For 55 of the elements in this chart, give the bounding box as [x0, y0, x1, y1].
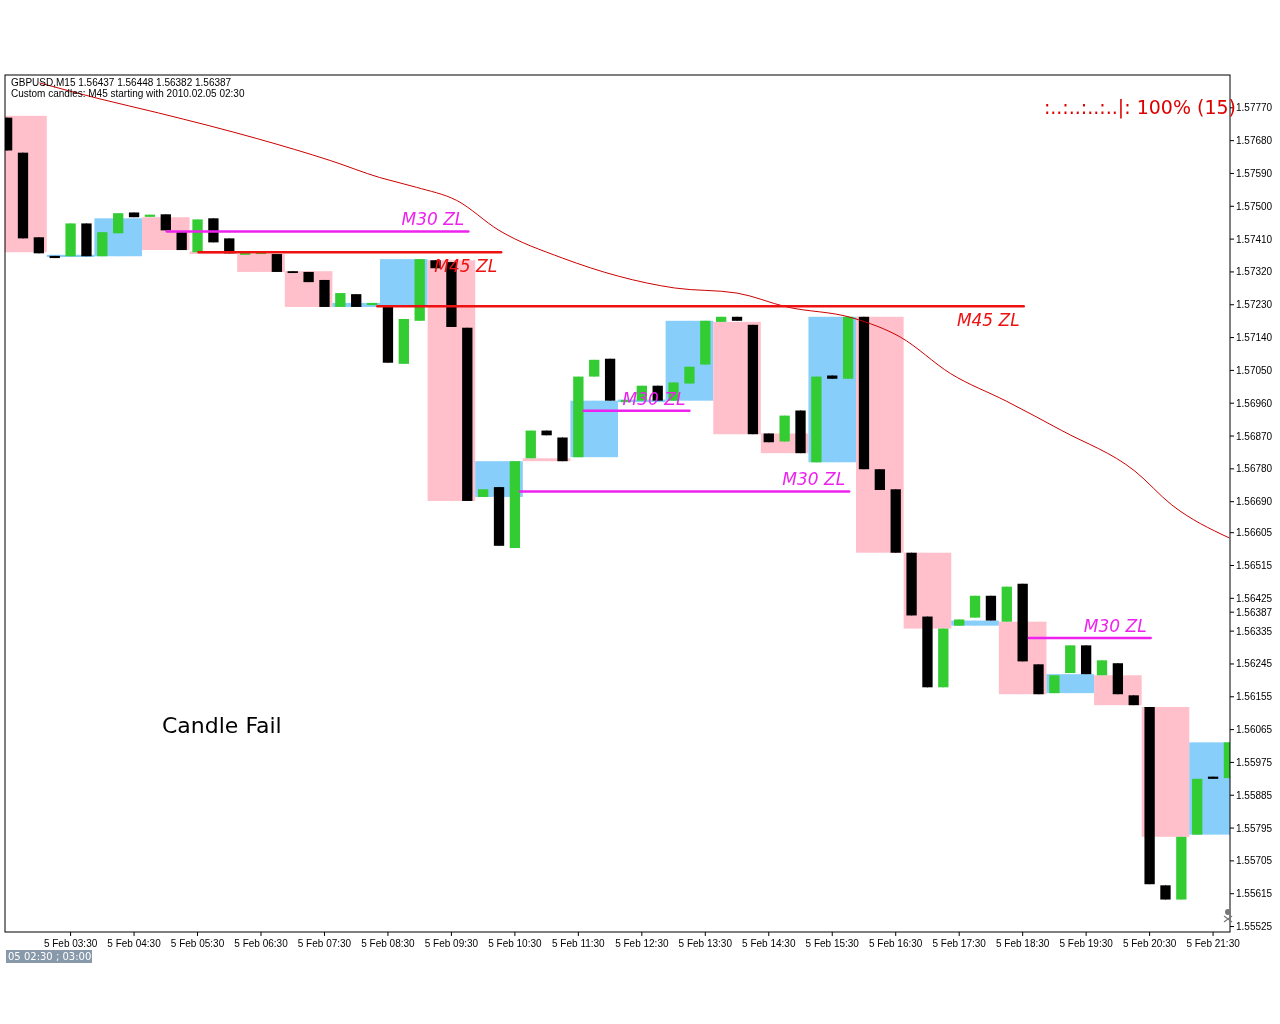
x-tick-label: 5 Feb 08:30	[361, 938, 416, 949]
y-tick-label: 1.55705	[1236, 855, 1273, 867]
series-label: M30 ZL	[1083, 616, 1147, 637]
x-tick-label: 5 Feb 20:30	[1122, 938, 1177, 949]
y-tick-label: 1.57140	[1236, 332, 1273, 344]
y-tick-label: 1.57320	[1236, 266, 1273, 278]
x-tick-label: 5 Feb 13:30	[678, 938, 733, 949]
x-tick-label: 5 Feb 16:30	[869, 938, 923, 949]
y-tick-label: 1.55615	[1236, 888, 1273, 900]
y-tick-label: 1.56515	[1236, 560, 1273, 571]
annotation: Candle Fail	[162, 713, 282, 738]
chart-title: GBPUSD,M15 1.56437 1.56448 1.56382 1.56387	[11, 77, 232, 88]
y-tick-label: 1.57230	[1236, 299, 1273, 311]
y-tick-label: 1.56780	[1236, 463, 1273, 475]
x-tick-label: 5 Feb 07:30	[297, 938, 352, 949]
y-tick-label: 1.57500	[1236, 200, 1273, 212]
y-tick-label: 1.56387	[1236, 606, 1273, 618]
annotation: :..:..:..:..|: 100% (15)	[1043, 96, 1236, 119]
y-tick-label: 1.56870	[1236, 430, 1273, 442]
y-tick-label: 1.57590	[1236, 167, 1273, 179]
x-tick-label: 5 Feb 03:30	[43, 938, 98, 949]
y-tick-label: 1.55795	[1236, 822, 1273, 834]
x-tick-label: 5 Feb 14:30	[742, 938, 796, 949]
y-tick-label: 1.56065	[1236, 724, 1273, 736]
x-tick-label: 5 Feb 04:30	[107, 938, 162, 949]
text: 05 02:30 ; 03:00	[8, 951, 92, 962]
y-tick-label: 1.56335	[1236, 625, 1273, 637]
y-tick-label: 1.57770	[1236, 102, 1273, 114]
x-tick-label: 5 Feb 10:30	[488, 938, 543, 949]
y-tick-label: 1.55885	[1236, 789, 1273, 801]
y-tick-label: 1.56245	[1236, 658, 1273, 670]
series-label: M45 ZL	[956, 310, 1020, 331]
x-tick-label: 5 Feb 12:30	[615, 938, 669, 949]
series-label: M30 ZL	[401, 209, 465, 230]
y-tick-label: 1.57680	[1236, 135, 1273, 147]
x-tick-label: 5 Feb 05:30	[170, 938, 225, 949]
x-tick-label: 5 Feb 06:30	[234, 938, 289, 949]
y-tick-label: 1.57050	[1236, 364, 1273, 376]
x-tick-label: 5 Feb 15:30	[805, 938, 860, 949]
x-tick-label: 5 Feb 11:30	[552, 938, 606, 949]
y-tick-label: 1.56155	[1236, 691, 1273, 703]
x-tick-label: 5 Feb 09:30	[424, 938, 479, 949]
x-tick-label: 5 Feb 17:30	[932, 938, 987, 949]
y-tick-label: 1.56960	[1236, 397, 1273, 409]
x-tick-label: 5 Feb 18:30	[995, 938, 1050, 949]
x-tick-label: 5 Feb 21:30	[1186, 938, 1241, 949]
y-tick-label: 1.56690	[1236, 496, 1273, 508]
x-tick-label: 5 Feb 19:30	[1059, 938, 1114, 949]
y-tick-label: 1.55975	[1236, 756, 1273, 768]
series-label: M30 ZL	[782, 469, 846, 490]
text: Custom candles: M45 starting with 2010.02.05 02:30	[11, 88, 245, 99]
y-tick-label: 1.57410	[1236, 233, 1273, 245]
y-tick-label: 1.56605	[1236, 527, 1273, 539]
y-tick-label: 1.56425	[1236, 592, 1273, 604]
y-tick-label: 1.55525	[1236, 921, 1273, 933]
